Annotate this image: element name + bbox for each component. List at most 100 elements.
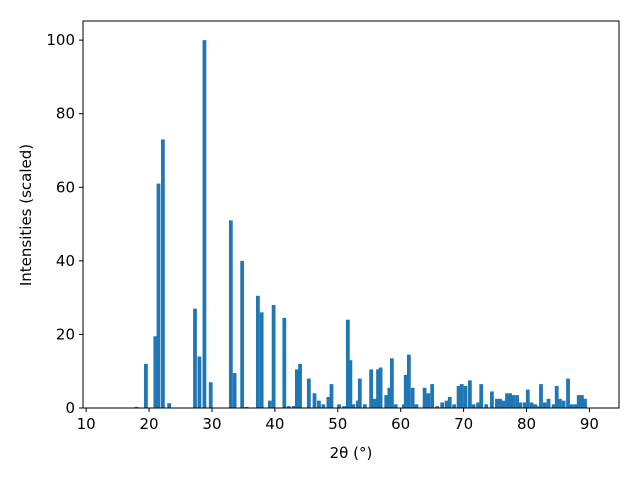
bar bbox=[403, 374, 408, 408]
x-tick-label: 60 bbox=[391, 415, 410, 433]
bar bbox=[422, 387, 427, 408]
bar bbox=[393, 404, 398, 408]
y-tick-label: 0 bbox=[65, 399, 75, 417]
x-tick-label: 30 bbox=[202, 415, 221, 433]
bar bbox=[511, 395, 516, 408]
y-tick-label: 100 bbox=[46, 31, 75, 49]
bar bbox=[312, 393, 317, 408]
bar bbox=[414, 404, 419, 408]
bar bbox=[505, 393, 509, 408]
bar bbox=[291, 406, 296, 408]
bar bbox=[306, 378, 311, 408]
bar bbox=[515, 395, 519, 408]
bar bbox=[384, 395, 389, 408]
bar bbox=[295, 369, 299, 408]
bar bbox=[373, 398, 377, 408]
y-axis-label: Intensities (scaled) bbox=[17, 144, 35, 286]
y-tick-label: 20 bbox=[56, 325, 75, 343]
bar bbox=[561, 400, 566, 408]
x-tick-label: 80 bbox=[517, 415, 536, 433]
bar bbox=[345, 319, 350, 408]
bar bbox=[362, 404, 367, 408]
y-tick-label: 40 bbox=[56, 252, 75, 270]
bar bbox=[518, 402, 523, 408]
bar bbox=[256, 295, 260, 408]
bar bbox=[440, 402, 445, 408]
bar bbox=[193, 308, 197, 408]
bar bbox=[525, 389, 530, 408]
bar bbox=[271, 304, 276, 408]
bar bbox=[501, 400, 506, 408]
bar bbox=[459, 384, 464, 408]
bar bbox=[406, 354, 411, 408]
bar bbox=[387, 387, 392, 408]
bar bbox=[232, 373, 237, 408]
x-axis-label: 2θ (°) bbox=[330, 444, 373, 462]
bar bbox=[468, 380, 472, 408]
bar bbox=[329, 384, 334, 408]
bar bbox=[539, 384, 543, 408]
bar bbox=[554, 385, 559, 408]
x-tick-label: 40 bbox=[265, 415, 284, 433]
bar bbox=[508, 393, 513, 408]
bar bbox=[134, 406, 139, 408]
bar bbox=[378, 367, 383, 408]
bar bbox=[259, 312, 264, 408]
bar bbox=[342, 406, 346, 408]
bar bbox=[522, 402, 527, 408]
bar bbox=[426, 393, 431, 408]
bar bbox=[542, 402, 547, 408]
bar bbox=[337, 404, 341, 408]
bar bbox=[321, 404, 326, 408]
bar bbox=[447, 396, 452, 408]
bar bbox=[156, 183, 161, 408]
bar bbox=[357, 378, 362, 408]
bar bbox=[317, 400, 321, 408]
x-tick-label: 50 bbox=[328, 415, 347, 433]
bar bbox=[569, 404, 574, 408]
bar bbox=[579, 395, 584, 408]
bar bbox=[298, 363, 302, 408]
bar bbox=[282, 317, 287, 408]
x-tick-label: 10 bbox=[77, 415, 96, 433]
bar bbox=[435, 406, 440, 408]
bar bbox=[484, 404, 489, 408]
plot-frame bbox=[82, 20, 620, 409]
bar bbox=[153, 336, 158, 408]
bar bbox=[463, 385, 468, 408]
bar bbox=[533, 404, 538, 408]
bar bbox=[583, 398, 587, 408]
bar bbox=[267, 400, 272, 408]
bar bbox=[456, 385, 461, 408]
bar bbox=[348, 360, 353, 408]
bar bbox=[479, 384, 484, 408]
bar bbox=[430, 384, 435, 408]
bar bbox=[444, 400, 449, 408]
bar bbox=[390, 358, 394, 408]
bar bbox=[197, 356, 202, 408]
x-tick-label: 20 bbox=[140, 415, 159, 433]
bar bbox=[351, 404, 356, 408]
bar bbox=[495, 398, 499, 408]
bar bbox=[244, 406, 249, 408]
bar bbox=[498, 398, 502, 408]
bar bbox=[326, 396, 331, 408]
bar bbox=[228, 220, 233, 408]
bar bbox=[161, 139, 165, 408]
bar bbox=[576, 395, 581, 408]
bar bbox=[476, 402, 480, 408]
bar bbox=[452, 404, 457, 408]
bar bbox=[566, 378, 570, 408]
bar bbox=[557, 398, 562, 408]
bar bbox=[573, 404, 578, 408]
x-tick-label: 90 bbox=[580, 415, 599, 433]
bar bbox=[471, 404, 476, 408]
bar bbox=[410, 387, 415, 408]
bar bbox=[369, 369, 374, 408]
bar bbox=[286, 406, 291, 408]
bar bbox=[208, 382, 213, 408]
bar bbox=[490, 391, 494, 408]
bar bbox=[144, 363, 148, 408]
bar bbox=[529, 402, 534, 408]
